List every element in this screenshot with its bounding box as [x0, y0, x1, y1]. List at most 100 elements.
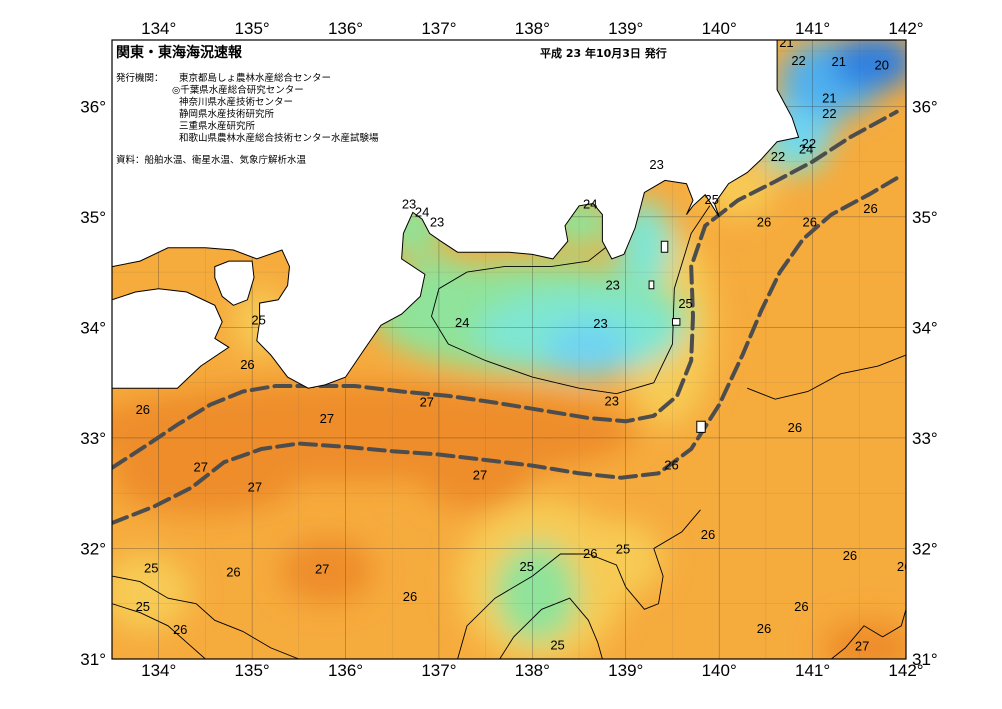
kuroshio-path [112, 109, 899, 470]
isotherm-line [831, 609, 906, 659]
sst-patch [112, 554, 192, 632]
lon-tick-label: 139° [608, 19, 643, 38]
land-polygon [648, 280, 655, 290]
isotherm-label: 24 [455, 315, 469, 330]
isotherm-label: 26 [664, 457, 678, 472]
isotherm-label: 26 [897, 559, 911, 574]
isotherm-label: 22 [802, 136, 816, 151]
latitude-labels-right: 31° 32° 33° 34° 35° 36° [912, 97, 938, 669]
isotherm-label: 21 [822, 90, 836, 105]
issuer-4: 三重県水産研究所 [179, 120, 256, 132]
lon-tick-label: 137° [421, 19, 456, 38]
isotherm-label: 25 [144, 560, 158, 575]
isotherm-label: 25 [136, 599, 150, 614]
isotherm-label: 26 [757, 214, 771, 229]
sst-patch [546, 321, 631, 378]
kuroshio-path [112, 176, 899, 525]
land-polygon [672, 318, 681, 326]
isotherm-label: 25 [550, 638, 564, 653]
lat-tick-label: 34° [912, 318, 938, 337]
lat-tick-label: 33° [912, 429, 938, 448]
lon-tick-label: 138° [515, 19, 550, 38]
isotherm-label: 26 [136, 402, 150, 417]
isotherm-label: 26 [794, 599, 808, 614]
isotherm-label: 22 [791, 53, 805, 68]
map-title: 関東・東海海況速報 [116, 44, 243, 61]
isotherm-label: 23 [605, 277, 619, 292]
isotherm-label: 21 [779, 35, 793, 50]
isotherm-label: 26 [863, 201, 877, 216]
lat-tick-label: 36° [912, 97, 938, 116]
isotherm-label: 24 [799, 141, 813, 156]
issuer-5: 和歌山県農林水産総合技術センター水産試験場 [179, 132, 379, 144]
isotherm-label: 27 [194, 460, 208, 475]
sst-patch [494, 542, 580, 643]
latitude-labels-left: 31° 32° 33° 34° 35° 36° [80, 97, 106, 669]
lat-tick-label: 34° [80, 318, 106, 337]
isotherm-label: 26 [240, 357, 254, 372]
issue-date: 平成 23 年10月3日 発行 [540, 46, 667, 60]
isotherm-label: 24 [583, 197, 597, 212]
isotherm-label: 22 [822, 106, 836, 121]
lon-tick-label: 134° [141, 661, 176, 680]
isotherm-label: 27 [855, 639, 869, 654]
isotherm-label: 25 [520, 559, 534, 574]
isotherm-label: 25 [678, 296, 692, 311]
isotherm-label: 26 [803, 214, 817, 229]
lat-tick-label: 32° [80, 539, 106, 558]
isotherm-label: 21 [832, 54, 846, 69]
sst-patch [420, 443, 533, 510]
longitude-labels-bottom: 134° 135° 136° 137° 138° 139° 140° 141° 142° [141, 661, 923, 680]
land-polygon [214, 260, 255, 306]
isotherm-label: 26 [701, 527, 715, 542]
isotherm-line [747, 354, 906, 400]
lon-tick-label: 141° [795, 661, 830, 680]
isotherm-label: 23 [649, 157, 663, 172]
sst-patch [831, 40, 906, 90]
isotherm-label: 26 [173, 622, 187, 637]
isotherm-line [112, 603, 206, 659]
isotherm-label: 26 [583, 546, 597, 561]
land-polygon [696, 420, 706, 433]
issuer-0: 東京都島しょ農林水産総合センター [179, 72, 331, 84]
isotherm-label: 23 [593, 316, 607, 331]
isotherm-line [499, 597, 603, 659]
isotherm-label: 22 [771, 149, 785, 164]
map-frame [111, 39, 907, 660]
header-panel: 関東・東海海況速報 平成 23 年10月3日 発行 発行機関： 東京都島しょ農林… [114, 42, 705, 168]
isotherm-label: 24 [415, 204, 429, 219]
isotherm-label: 26 [757, 621, 771, 636]
lat-tick-label: 31° [912, 650, 938, 669]
isotherm-label: 27 [315, 561, 329, 576]
land-polygon [112, 288, 230, 389]
isotherm-label: 27 [420, 394, 434, 409]
lon-tick-label: 139° [608, 661, 643, 680]
isotherm-line [457, 509, 701, 659]
isotherm-label: 26 [226, 565, 240, 580]
isotherm-label: 23 [605, 393, 619, 408]
lon-tick-label: 140° [702, 661, 737, 680]
land-polygon [660, 240, 669, 253]
lon-tick-label: 136° [328, 661, 363, 680]
lon-tick-label: 142° [888, 19, 923, 38]
isotherm-label: 27 [248, 480, 262, 495]
lon-tick-label: 135° [235, 19, 270, 38]
isotherm-label: 23 [430, 214, 444, 229]
kuroshio-axis [112, 109, 899, 525]
lon-tick-label: 138° [515, 661, 550, 680]
lon-tick-label: 142° [888, 661, 923, 680]
lat-tick-label: 35° [80, 208, 106, 227]
issuer-3: 静岡県水産技術研究所 [179, 108, 275, 120]
lat-tick-label: 35° [912, 208, 938, 227]
issuer-1: ◎千葉県水産総合研究センター [172, 84, 304, 96]
isotherm-label: 25 [251, 313, 265, 328]
longitude-labels-top: 134° 135° 136° 137° 138° 139° 140° 141° 142° [141, 19, 923, 38]
lon-tick-label: 141° [795, 19, 830, 38]
isotherm-label: 26 [843, 548, 857, 563]
issuer-2: 神奈川県水産技術センター [179, 96, 293, 108]
isotherm-label: 23 [402, 197, 416, 212]
isotherm-label: 26 [403, 589, 417, 604]
isotherm-label: 25 [704, 192, 718, 207]
